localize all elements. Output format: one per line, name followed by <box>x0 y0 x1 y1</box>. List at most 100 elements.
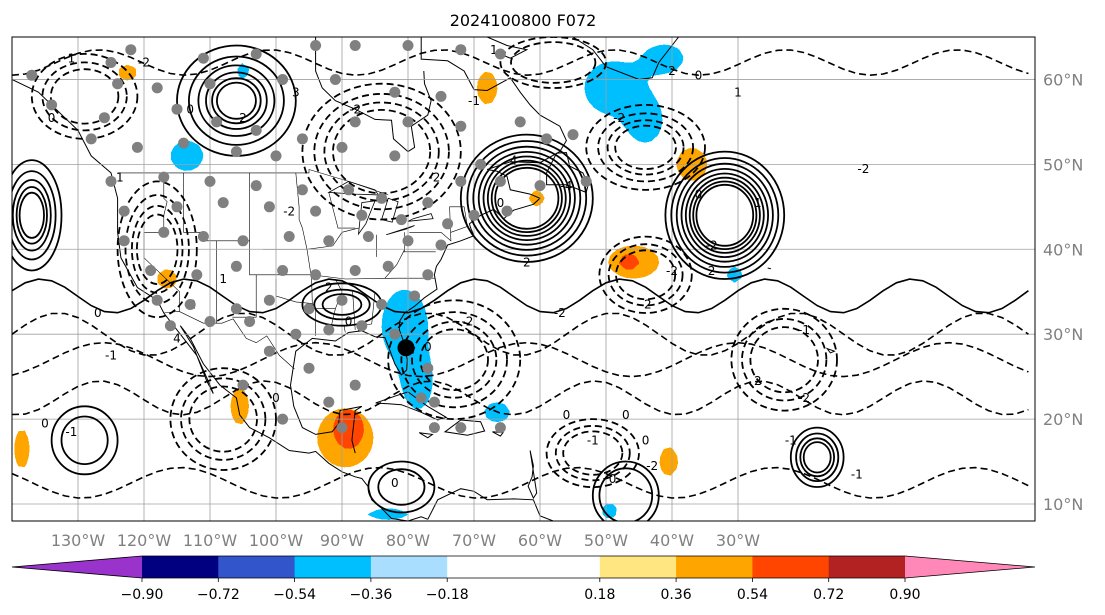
contour-negative <box>510 41 597 84</box>
contour-label: 1 <box>490 43 498 57</box>
contour-positive <box>670 157 780 274</box>
station-marker <box>296 133 308 145</box>
island-coastline <box>767 267 772 270</box>
contour-negative <box>400 311 508 409</box>
contour-label: 1 <box>734 85 742 99</box>
colorbar-tick-label: 0.36 <box>661 587 692 603</box>
contour-positive <box>598 467 654 521</box>
station-marker <box>455 44 467 56</box>
contour-positive <box>60 415 109 465</box>
station-marker <box>211 116 223 128</box>
station-marker <box>270 150 282 162</box>
contour-label: 4 <box>173 332 181 346</box>
contour-positive <box>490 163 563 233</box>
station-marker <box>283 231 295 242</box>
contour-label: 0 <box>497 196 505 210</box>
colorbar-tick-label: −0.90 <box>121 587 164 603</box>
state-border <box>352 291 356 330</box>
longitude-tick-label: 90°W <box>320 531 364 550</box>
contour-negative <box>116 180 198 319</box>
contour-positive <box>377 468 426 506</box>
station-marker <box>435 90 447 102</box>
contour-negative <box>41 61 128 132</box>
contour-negative-wave <box>12 380 1029 416</box>
contour-label: 2 <box>754 374 762 388</box>
station-marker <box>204 316 216 327</box>
contour-label: -1 <box>112 170 124 184</box>
station-marker <box>494 422 506 434</box>
contour-positive <box>680 167 769 263</box>
contour-negative <box>545 418 640 489</box>
station-marker <box>395 214 407 226</box>
station-marker <box>323 235 335 247</box>
station-marker <box>237 235 249 247</box>
contour-positive <box>494 166 560 230</box>
contour-positive <box>795 432 840 482</box>
station-marker <box>501 205 513 217</box>
contour-negative <box>419 328 489 392</box>
station-marker <box>230 146 242 158</box>
coastline <box>315 37 432 153</box>
contour-negative <box>749 326 819 394</box>
station-marker <box>303 362 315 374</box>
station-markers-layer <box>26 40 592 434</box>
contour-label: -1 <box>851 468 863 482</box>
contour-positive <box>664 150 786 280</box>
contour-positive <box>802 441 832 474</box>
station-marker <box>303 303 315 315</box>
contour-positive-wave <box>12 278 1029 314</box>
contour-negative <box>597 112 694 183</box>
island-coastline <box>825 347 836 354</box>
station-marker <box>323 396 335 408</box>
coastline <box>289 37 567 454</box>
map-area: 1-2320-10-2120-20-1-10000-2-140-2-4-2201… <box>11 36 1036 522</box>
contour-label: -1 <box>587 434 599 448</box>
contour-label: 0 <box>48 111 56 125</box>
contour-label: -2 <box>428 170 440 184</box>
contour-label: 3 <box>292 85 300 99</box>
contour-positive <box>313 288 371 321</box>
longitude-tick-label: 130°W <box>51 531 106 550</box>
coastline <box>12 79 428 521</box>
station-marker <box>455 422 467 434</box>
station-marker <box>310 269 322 281</box>
station-marker <box>329 74 341 85</box>
station-marker <box>336 294 348 306</box>
station-marker <box>112 78 124 90</box>
contour-positive <box>215 81 257 120</box>
station-marker <box>171 103 183 115</box>
station-marker <box>263 345 275 357</box>
contour-negative-wave <box>12 466 1029 499</box>
station-marker <box>204 175 216 187</box>
station-marker <box>290 328 302 340</box>
lake-outline <box>381 197 399 223</box>
latitude-tick-label: 60°N <box>1043 71 1083 90</box>
contour-label: 0 <box>622 408 630 422</box>
contour-positive <box>50 405 119 476</box>
longitude-tick-label: 60°W <box>518 531 562 550</box>
station-marker <box>349 116 361 128</box>
station-marker <box>336 141 348 153</box>
contour-positive <box>695 183 755 247</box>
colorbar-bin <box>752 556 830 578</box>
contour-negative <box>614 124 677 170</box>
colorbar-bin <box>676 556 753 578</box>
station-marker <box>514 116 526 128</box>
contour-negative <box>615 249 677 301</box>
latitude-tick-label: 10°N <box>1043 495 1083 514</box>
state-border <box>256 274 436 280</box>
station-marker <box>26 69 38 81</box>
station-marker <box>376 299 388 310</box>
station-marker <box>85 133 97 145</box>
longitude-tick-label: 120°W <box>117 531 172 550</box>
station-marker <box>296 184 308 196</box>
colorbar-extend-low <box>12 556 142 578</box>
longitude-tick-labels: 130°W 120°W 110°W 100°W 90°W 80°W 70°W 60°W 50°W… <box>51 531 760 550</box>
station-marker <box>494 175 506 187</box>
contour-positive <box>18 191 45 239</box>
island-coastline <box>418 432 434 439</box>
contour-negative <box>411 320 498 399</box>
contour-negative <box>730 307 838 412</box>
contour-label: 0 <box>695 69 703 83</box>
contour-positive <box>799 437 835 478</box>
